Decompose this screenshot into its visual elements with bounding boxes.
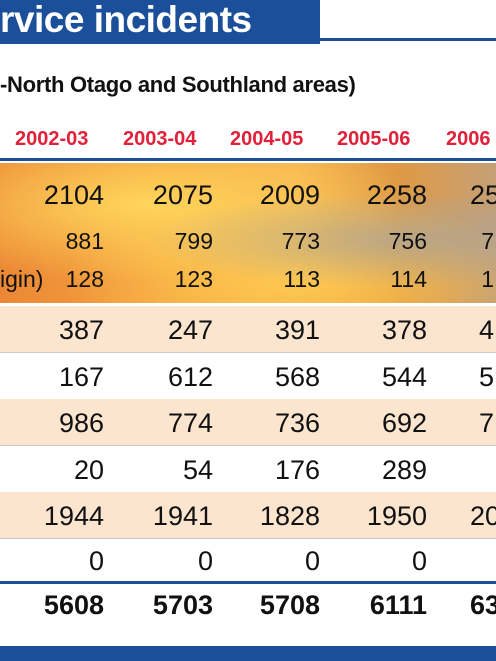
row-divider	[0, 352, 496, 353]
header-banner	[0, 0, 320, 44]
table-cell: 2075	[152, 180, 213, 210]
table-cell: 1	[481, 266, 494, 292]
table-cell: 986	[58, 408, 104, 438]
table-cell: 378	[381, 315, 427, 345]
table-cell: 881	[65, 228, 104, 254]
table-cell: 774	[167, 408, 213, 438]
table-cell: 289	[381, 455, 427, 485]
table-row: igin) 128 123 113 114 1	[0, 266, 496, 296]
table-cell: 54	[182, 455, 213, 485]
table-cell: 544	[381, 362, 427, 392]
table-cell: 1944	[43, 501, 104, 531]
subtitle: -North Otago and Southland areas)	[0, 72, 356, 97]
table-row: 1944 1941 1828 1950 20	[0, 492, 496, 538]
table-cell: 20	[73, 455, 104, 485]
page-title: rvice incidents	[0, 0, 252, 40]
table-row: 0 0 0 0	[0, 539, 496, 581]
table-cell: 25	[469, 180, 496, 210]
table-row: 167 612 568 544 5	[0, 353, 496, 399]
table-row: 20 54 176 289	[0, 446, 496, 492]
year-2005-06: 2005-06	[337, 128, 411, 150]
table-cell: 7	[481, 228, 494, 254]
table-row: 881 799 773 756 7	[0, 228, 496, 258]
table-cell: 391	[274, 315, 320, 345]
table-cell: 2104	[43, 180, 104, 210]
table-cell: 5	[478, 362, 494, 392]
total-cell: 5608	[43, 590, 104, 620]
table-cell: 114	[390, 266, 427, 292]
footer-bar	[0, 646, 496, 661]
table-row: 986 774 736 692 7	[0, 399, 496, 445]
total-row: 5608 5703 5708 6111 63	[0, 585, 496, 627]
table-cell: 0	[88, 546, 104, 576]
total-cell: 5708	[259, 590, 320, 620]
table-cell: 773	[281, 228, 320, 254]
table-cell: 128	[65, 266, 104, 292]
table-cell: 176	[274, 455, 320, 485]
table-cell: 2258	[366, 180, 427, 210]
row-label: igin)	[0, 266, 44, 292]
table-cell: 0	[197, 546, 213, 576]
year-2004-05: 2004-05	[230, 128, 304, 150]
table-cell: 0	[304, 546, 320, 576]
table-cell: 1941	[152, 501, 213, 531]
row-divider	[0, 445, 496, 446]
total-cell: 5703	[152, 590, 213, 620]
table-cell: 387	[58, 315, 104, 345]
table-cell: 612	[167, 362, 213, 392]
table-cell: 167	[58, 362, 104, 392]
fire-overlay	[0, 163, 496, 303]
table-row: 387 247 391 378 4	[0, 306, 496, 352]
table-row: 2104 2075 2009 2258 25	[0, 180, 496, 214]
table-cell: 692	[381, 408, 427, 438]
row-divider	[0, 538, 496, 539]
table-cell: 568	[274, 362, 320, 392]
table-cell: 2009	[259, 180, 320, 210]
table-cell: 113	[283, 266, 320, 292]
table-cell: 0	[411, 546, 427, 576]
table-cell: 4	[478, 315, 494, 345]
year-header-row: 2002-03 2003-04 2004-05 2005-06 2006	[0, 128, 496, 156]
table-cell: 1950	[366, 501, 427, 531]
year-2002-03: 2002-03	[15, 128, 89, 150]
table-cell: 1828	[259, 501, 320, 531]
total-cell: 6111	[369, 590, 427, 620]
year-2006: 2006	[446, 128, 491, 150]
table-cell: 7	[478, 408, 494, 438]
table-cell: 20	[469, 501, 496, 531]
fire-background-image	[0, 163, 496, 303]
total-divider	[0, 581, 496, 584]
table-cell: 756	[388, 228, 427, 254]
year-2003-04: 2003-04	[123, 128, 197, 150]
table-cell: 247	[167, 315, 213, 345]
table-cell: 736	[274, 408, 320, 438]
table-cell: 799	[174, 228, 213, 254]
table-cell: 123	[174, 266, 213, 292]
header-divider	[0, 158, 496, 161]
header-rule	[320, 38, 496, 41]
total-cell: 63	[469, 590, 496, 620]
